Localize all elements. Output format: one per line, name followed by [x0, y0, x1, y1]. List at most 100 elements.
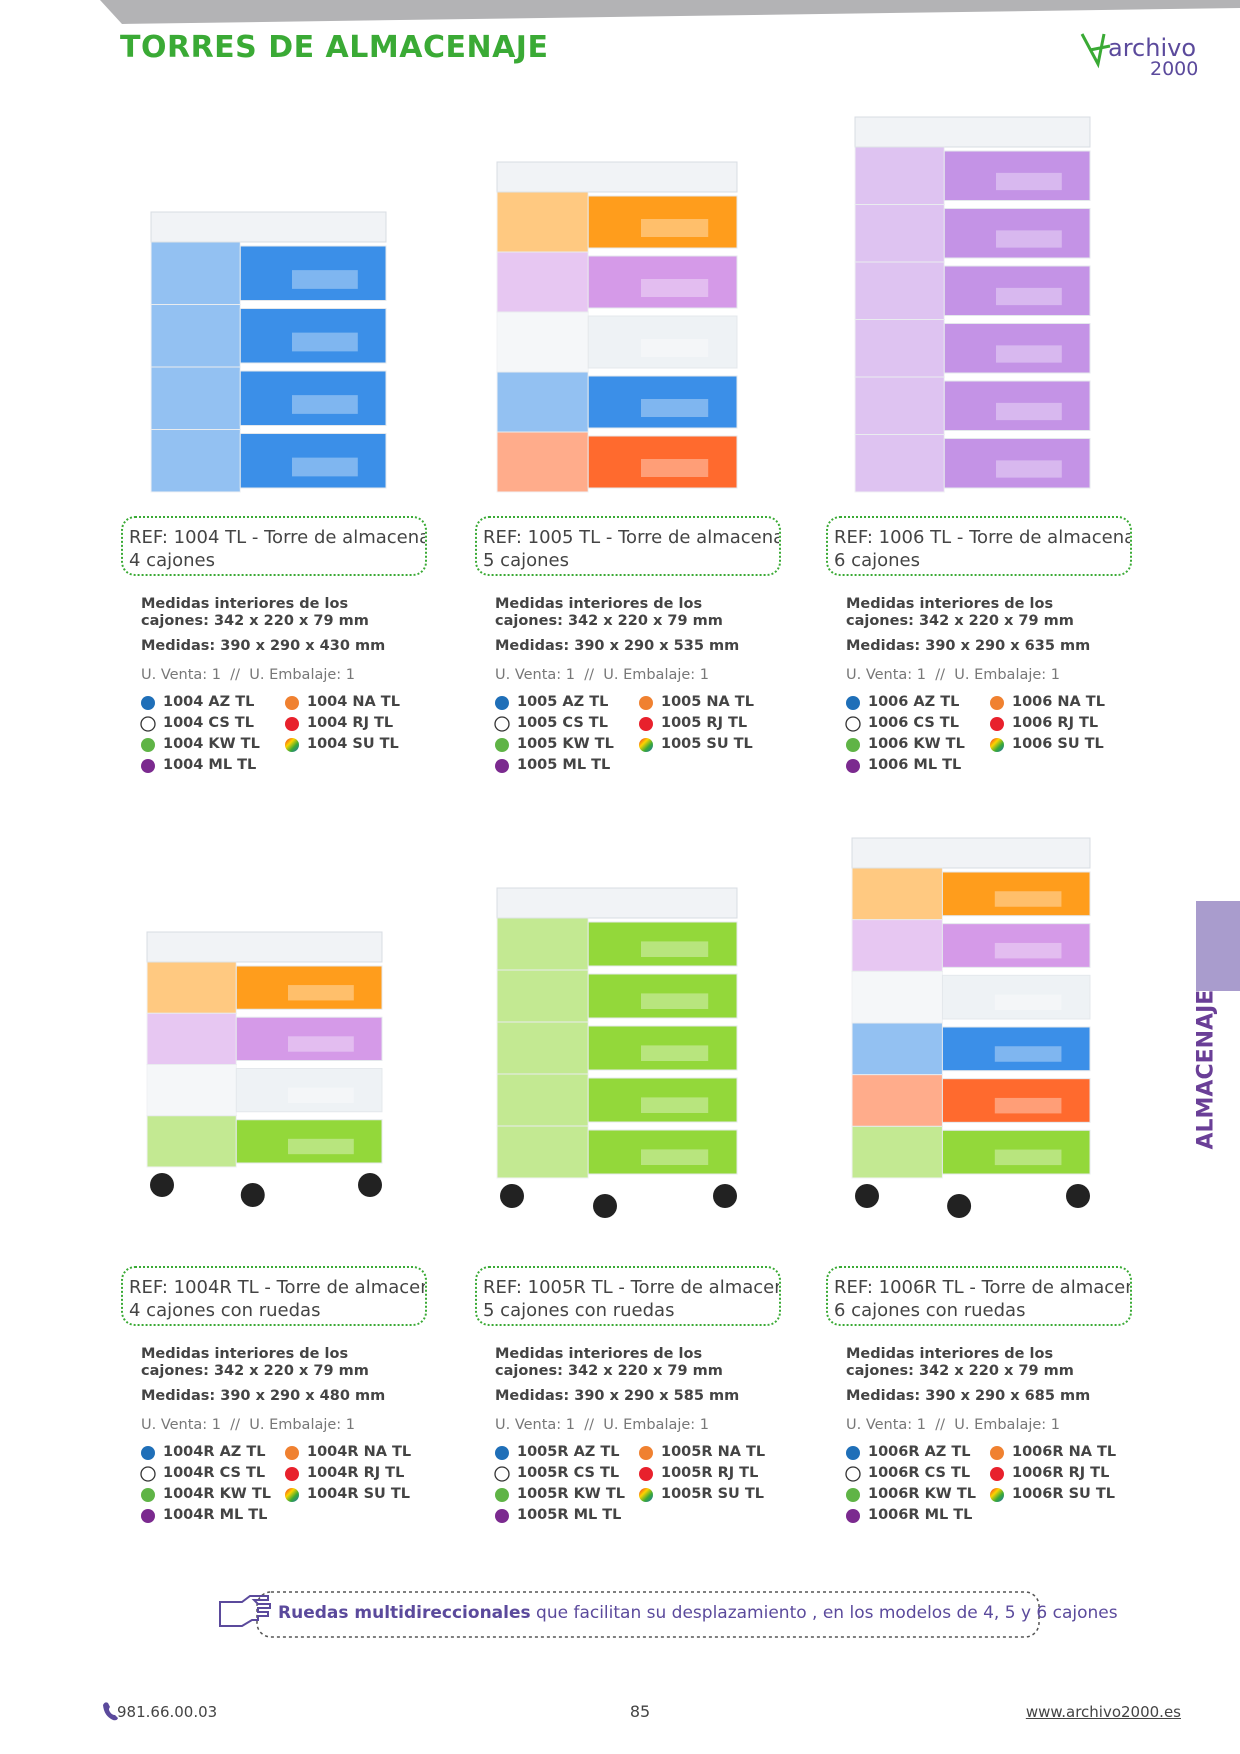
color-dot [495, 1446, 509, 1460]
ref-subtitle: 6 cajones [834, 550, 920, 571]
variant-code: 1005 ML TL [517, 757, 611, 773]
product-image [496, 161, 738, 493]
variant-code: 1005 CS TL [517, 715, 608, 731]
color-dot [990, 717, 1004, 731]
variant-code: 1005R AZ TL [517, 1444, 620, 1460]
drawer-handle [292, 270, 358, 289]
variant-code: 1004 SU TL [307, 736, 399, 752]
drawer-side [150, 304, 241, 368]
drawer-front [239, 433, 387, 489]
drawer-handle [641, 459, 709, 477]
drawer-front [941, 1026, 1091, 1072]
color-dot [846, 1488, 860, 1502]
dimensions: Medidas: 390 x 290 x 480 mm [141, 1388, 386, 1404]
top-bar [100, 0, 1240, 24]
drawer-handle [641, 1045, 709, 1061]
tower-lid [146, 931, 383, 963]
drawer-side [146, 1064, 237, 1117]
drawer-side [146, 1012, 237, 1065]
color-dot [141, 738, 155, 752]
drawer-handle [641, 941, 709, 957]
tower-lid [496, 161, 738, 193]
color-dot [846, 1446, 860, 1460]
color-dot [285, 738, 299, 752]
tower-lid [496, 887, 738, 919]
variant-code: 1005R SU TL [661, 1486, 764, 1502]
ref-box: REF: 1006R TL - Torre de almacenaje 6 caj… [826, 1266, 1132, 1326]
color-dot [639, 1446, 653, 1460]
sales-units: U. Venta: 1 // U. Embalaje: 1 [141, 1417, 356, 1433]
drawer-side [854, 204, 945, 263]
drawer-side [851, 970, 943, 1024]
ref-box: REF: 1005 TL - Torre de almacenaje 5 cajo… [475, 516, 781, 576]
variant-code: 1004R CS TL [163, 1465, 266, 1481]
sales-units: U. Venta: 1 // U. Embalaje: 1 [495, 667, 710, 683]
dimensions: Medidas: 390 x 290 x 430 mm [141, 638, 386, 654]
color-dot [845, 1466, 861, 1482]
color-dot [141, 1488, 155, 1502]
note-bold: Ruedas multidireccionales [278, 1603, 531, 1623]
variant-code: 1004 AZ TL [163, 694, 255, 710]
color-dot [285, 1488, 299, 1502]
drawer-front [587, 921, 738, 967]
variant-code: 1006R ML TL [868, 1507, 973, 1523]
drawer-side [496, 191, 589, 253]
drawer-side [854, 319, 945, 378]
drawer-handle [641, 219, 709, 237]
variant-code: 1004 KW TL [163, 736, 260, 752]
drawer-handle [641, 1149, 709, 1165]
interior-size: cajones: 342 x 220 x 79 mm [495, 613, 723, 629]
variant-code: 1004R RJ TL [307, 1465, 405, 1481]
ref: REF: 1005R TL - Torre de almacenaje [483, 1277, 781, 1298]
drawer-side [851, 1125, 943, 1179]
ref-box: REF: 1005R TL - Torre de almacenaje 5 caj… [475, 1266, 781, 1326]
side-tab [1196, 901, 1240, 991]
variant-code: 1006 CS TL [868, 715, 959, 731]
color-dot [285, 717, 299, 731]
color-dot [639, 1488, 653, 1502]
variant-code: 1006 NA TL [1012, 694, 1105, 710]
product-image [150, 211, 387, 493]
drawer-side [150, 366, 241, 430]
ref-subtitle: 5 cajones con ruedas [483, 1300, 675, 1321]
color-dot [141, 1446, 155, 1460]
drawer-front [587, 435, 738, 489]
drawer-side [851, 1022, 943, 1076]
drawer-side [854, 376, 945, 435]
drawer-handle [996, 287, 1062, 306]
drawer-side [854, 434, 945, 493]
ref-box: REF: 1004R TL - Torre de almacenaje 4 caj… [121, 1266, 427, 1326]
drawer-front [943, 208, 1091, 259]
variant-code: 1005 KW TL [517, 736, 614, 752]
color-dot [990, 696, 1004, 710]
ref-box: REF: 1006 TL - Torre de almacenaje 6 cajo… [826, 516, 1132, 576]
color-dot [495, 1509, 509, 1523]
interior-size: Medidas interiores de los [495, 1346, 703, 1362]
interior-size: Medidas interiores de los [495, 596, 703, 612]
drawer-handle [996, 402, 1062, 421]
drawer-handle [641, 339, 709, 357]
tower-lid [851, 837, 1091, 869]
phone-icon [103, 1702, 118, 1721]
drawer-side [851, 919, 943, 972]
drawer-front [587, 1077, 738, 1123]
drawer-handle [288, 1138, 354, 1155]
color-dot [990, 1446, 1004, 1460]
variant-code: 1006 ML TL [868, 757, 962, 773]
variant-code: 1004 ML TL [163, 757, 257, 773]
variant-code: 1005 RJ TL [661, 715, 748, 731]
drawer-front [943, 380, 1091, 431]
color-dot [639, 1467, 653, 1481]
drawer-side [496, 1073, 589, 1127]
variant-code: 1006R NA TL [1012, 1444, 1117, 1460]
interior-size: Medidas interiores de los [141, 1346, 349, 1362]
website[interactable]: www.archivo2000.es [1025, 1703, 1181, 1721]
product-image [854, 116, 1091, 493]
drawer-front [941, 974, 1091, 1020]
sales-units: U. Venta: 1 // U. Embalaje: 1 [141, 667, 356, 683]
color-dot [140, 716, 156, 732]
variant-code: 1005 AZ TL [517, 694, 609, 710]
variant-code: 1006 RJ TL [1012, 715, 1099, 731]
note: Ruedas multidireccionales que facilitan … [278, 1603, 1118, 1623]
